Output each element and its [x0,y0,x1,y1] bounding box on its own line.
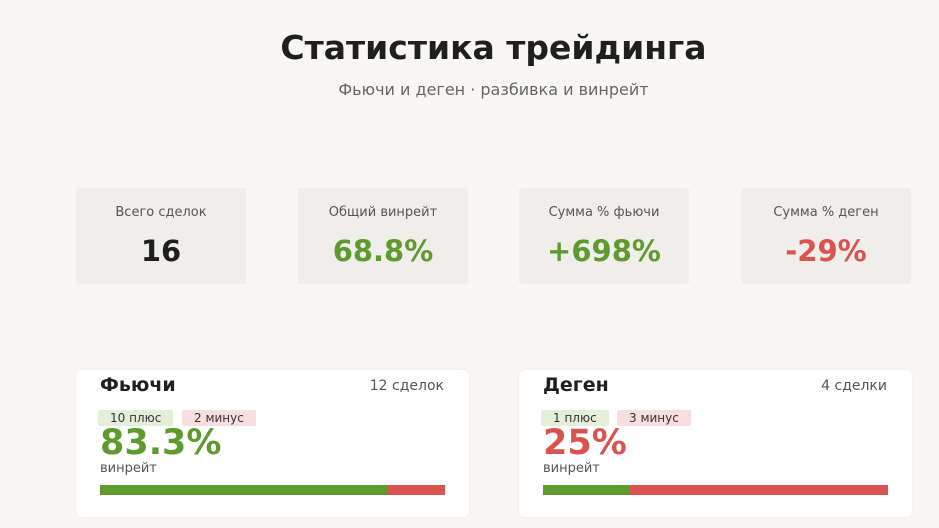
wins-segment [100,485,388,495]
panel: Фьючи 12 сделок 10 плюс 2 минус 83.3% ви… [76,370,469,517]
losses-segment [387,485,445,495]
panel-name: Деген [543,374,609,396]
winrate: 25% [543,423,627,463]
title: Статистика трейдинга [280,28,707,67]
winrate-label: винрейт [100,461,157,476]
panel: Деген 4 сделки 1 плюс 3 минус 25% винрей… [519,370,912,517]
panel-count: 12 сделок [369,378,444,394]
winrate: 83.3% [100,423,222,463]
winrate-bar [543,485,888,495]
losses-badge: 2 минус [182,410,256,426]
panel-name: Фьючи [100,374,176,396]
panel-count: 4 сделки [821,378,887,394]
stat-value: 68.8% [332,234,434,268]
stat-label: Сумма % фьючи [548,205,660,220]
stat-card: Всего сделок 16 [76,188,246,284]
stat-label: Сумма % деген [773,205,879,220]
stat-value: +698% [547,234,661,268]
stat-label: Всего сделок [115,205,207,220]
stat-card: Сумма % деген -29% [741,188,911,284]
stat-value: 16 [140,234,182,268]
winrate-label: винрейт [543,461,600,476]
stat-label: Общий винрейт [328,205,438,220]
wins-badge: 1 плюс [541,410,609,426]
stat-card: Сумма % фьючи +698% [519,188,689,284]
stat-card: Общий винрейт 68.8% [298,188,468,284]
stat-value: -29% [785,234,867,268]
losses-badge: 3 минус [617,410,691,426]
wins-segment [543,485,630,495]
wins-badge: 10 плюс [98,410,174,426]
subtitle: Фьючи и деген · разбивка и винрейт [338,80,649,99]
winrate-bar [100,485,445,495]
losses-segment [629,485,888,495]
